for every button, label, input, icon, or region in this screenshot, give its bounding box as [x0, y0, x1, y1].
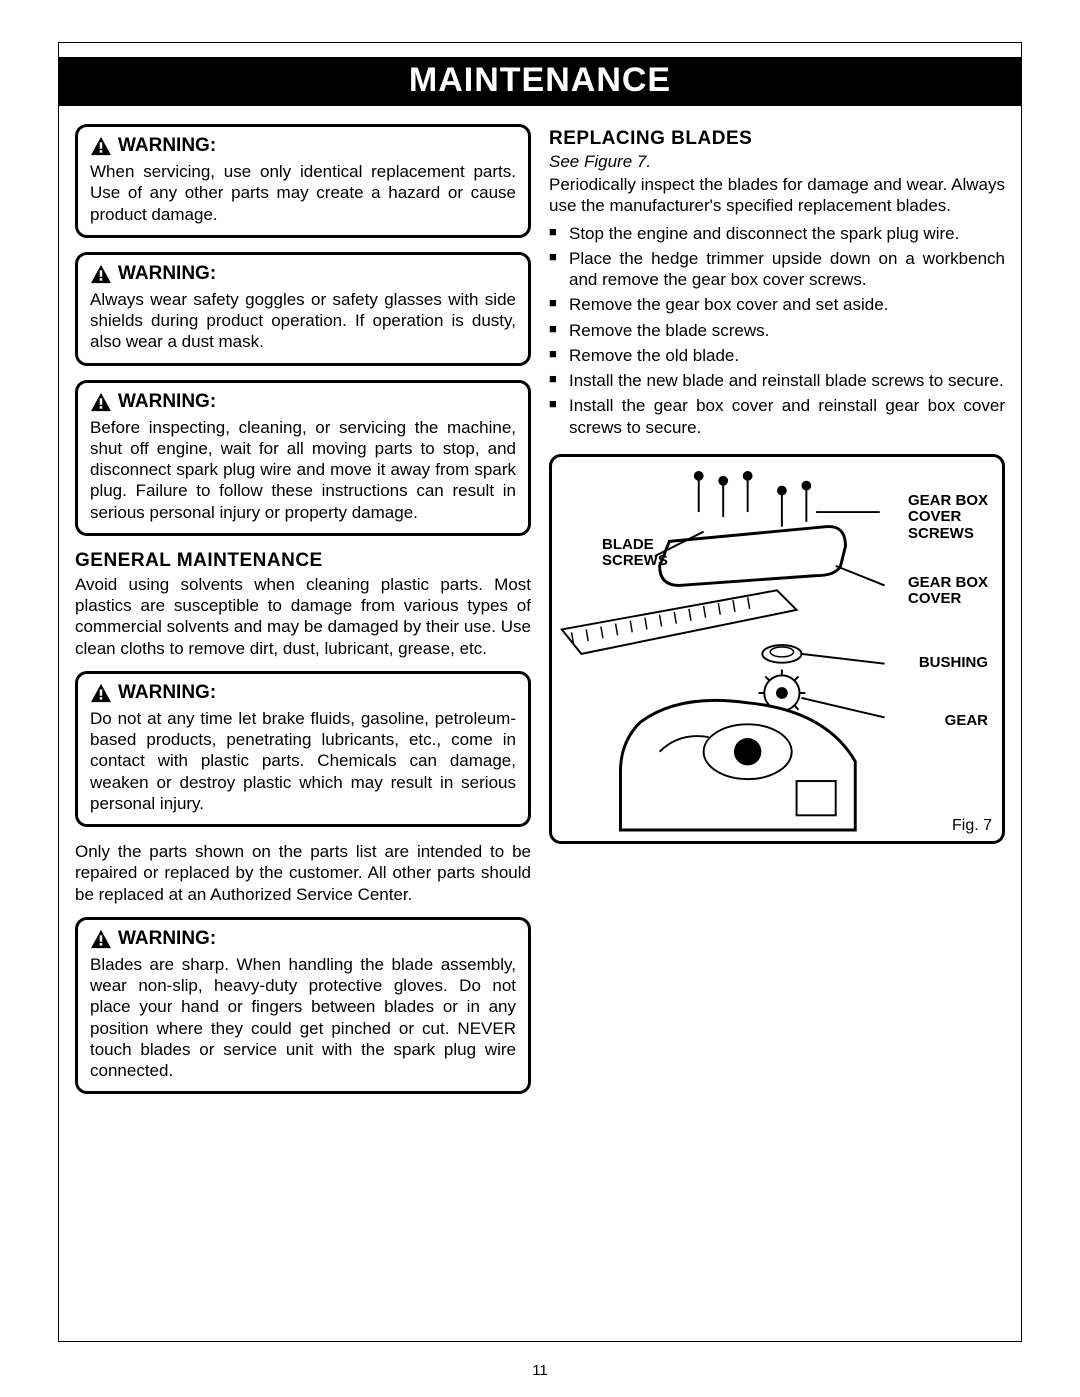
step-item: Remove the gear box cover and set aside. [549, 294, 1005, 315]
warning-box-2: WARNING: Always wear safety goggles or s… [75, 252, 531, 366]
replacing-blades-intro: Periodically inspect the blades for dama… [549, 174, 1005, 217]
warning-text: Before inspecting, cleaning, or servicin… [90, 417, 516, 523]
warning-label: WARNING: [118, 682, 216, 704]
warning-triangle-icon [90, 929, 112, 949]
page-title-text: MAINTENANCE [409, 61, 671, 99]
label-gear-box-cover-screws: GEAR BOX COVER SCREWS [908, 493, 988, 543]
general-maintenance-text: Avoid using solvents when cleaning plast… [75, 574, 531, 659]
warning-triangle-icon [90, 136, 112, 156]
step-item: Install the gear box cover and reinstall… [549, 395, 1005, 438]
general-maintenance-heading: GENERAL MAINTENANCE [75, 550, 531, 572]
warning-heading: WARNING: [90, 682, 516, 704]
warning-label: WARNING: [118, 928, 216, 950]
replacing-blades-heading: REPLACING BLADES [549, 128, 1005, 150]
warning-box-3: WARNING: Before inspecting, cleaning, or… [75, 380, 531, 536]
step-item: Install the new blade and reinstall blad… [549, 370, 1005, 391]
page-title-bar: MAINTENANCE [59, 57, 1021, 106]
warning-triangle-icon [90, 392, 112, 412]
warning-box-5: WARNING: Blades are sharp. When handling… [75, 917, 531, 1095]
warning-box-1: WARNING: When servicing, use only identi… [75, 124, 531, 238]
warning-text: When servicing, use only identical repla… [90, 161, 516, 225]
warning-label: WARNING: [118, 263, 216, 285]
warning-triangle-icon [90, 683, 112, 703]
step-item: Place the hedge trimmer upside down on a… [549, 248, 1005, 291]
warning-heading: WARNING: [90, 135, 516, 157]
see-figure-reference: See Figure 7. [549, 152, 1005, 172]
label-bushing: BUSHING [919, 655, 988, 672]
warning-label: WARNING: [118, 135, 216, 157]
page-number: 11 [0, 1362, 1080, 1379]
page-border: MAINTENANCE WARNING: When servicing, use… [58, 42, 1022, 1342]
label-gear: GEAR [945, 713, 988, 730]
right-column: REPLACING BLADES See Figure 7. Periodica… [549, 124, 1005, 1108]
step-item: Remove the blade screws. [549, 320, 1005, 341]
step-item: Stop the engine and disconnect the spark… [549, 223, 1005, 244]
warning-text: Do not at any time let brake fluids, gas… [90, 708, 516, 814]
warning-heading: WARNING: [90, 928, 516, 950]
warning-heading: WARNING: [90, 263, 516, 285]
label-gear-box-cover: GEAR BOX COVER [908, 575, 988, 608]
page-container: MAINTENANCE WARNING: When servicing, use… [0, 0, 1080, 1397]
warning-text: Blades are sharp. When handling the blad… [90, 954, 516, 1082]
parts-note-text: Only the parts shown on the parts list a… [75, 841, 531, 905]
warning-box-4: WARNING: Do not at any time let brake fl… [75, 671, 531, 827]
warning-triangle-icon [90, 264, 112, 284]
warning-heading: WARNING: [90, 391, 516, 413]
label-blade-screws: BLADE SCREWS [602, 537, 668, 570]
step-item: Remove the old blade. [549, 345, 1005, 366]
figure-7-box: BLADE SCREWS GEAR BOX COVER SCREWS GEAR … [549, 454, 1005, 844]
warning-text: Always wear safety goggles or safety gla… [90, 289, 516, 353]
replacing-blades-steps: Stop the engine and disconnect the spark… [549, 223, 1005, 438]
warning-label: WARNING: [118, 391, 216, 413]
two-column-layout: WARNING: When servicing, use only identi… [59, 124, 1021, 1108]
left-column: WARNING: When servicing, use only identi… [75, 124, 531, 1108]
figure-caption: Fig. 7 [952, 817, 992, 835]
